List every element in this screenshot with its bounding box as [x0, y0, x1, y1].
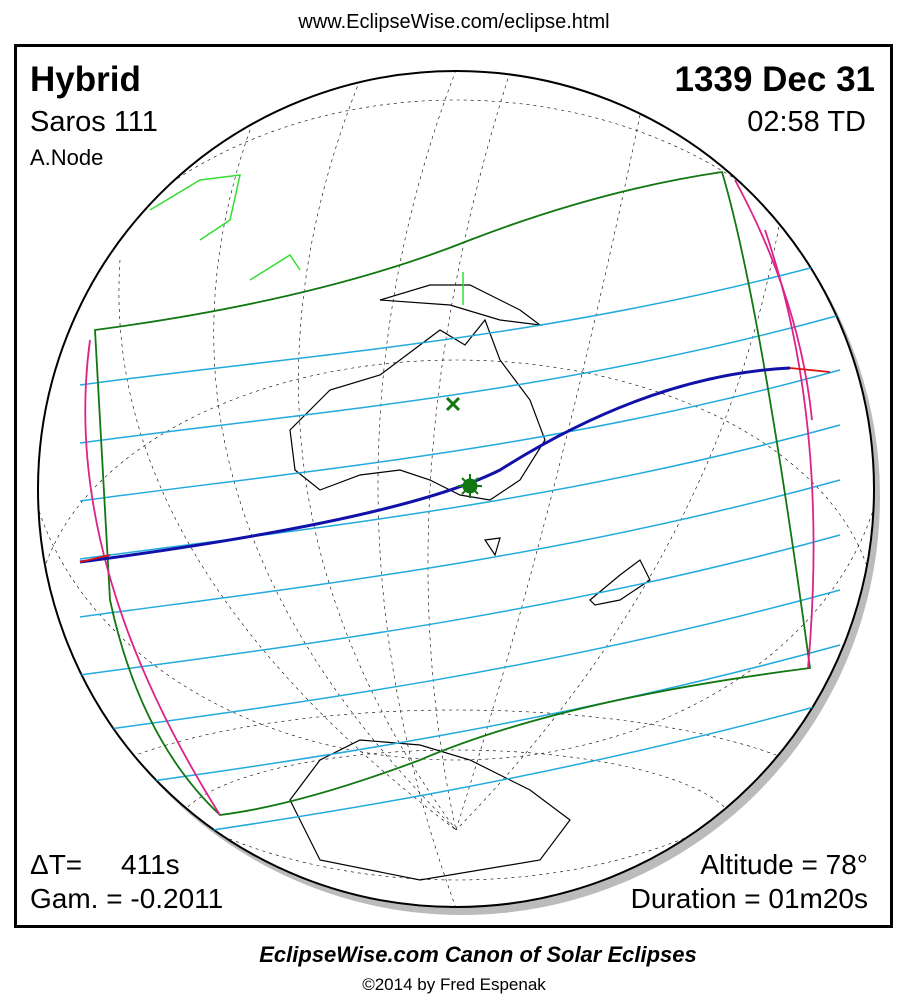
contour-line	[79, 534, 841, 676]
contour-line	[79, 314, 841, 444]
coastlines	[289, 284, 651, 881]
delta-t-value: 411s	[121, 849, 180, 880]
delta-t-label: ΔT=	[30, 849, 82, 880]
copyright: ©2014 by Fred Espenak	[362, 975, 546, 994]
contour-line	[79, 479, 841, 618]
url: www.EclipseWise.com/eclipse.html	[297, 11, 609, 33]
markers	[445, 396, 482, 498]
frame	[14, 44, 893, 928]
time: 02:58 TD	[747, 106, 866, 138]
saros: Saros 111	[30, 106, 158, 138]
eclipse-type: Hybrid	[30, 60, 141, 99]
altitude: Altitude = 78°	[700, 849, 868, 880]
date: 1339 Dec 31	[675, 60, 875, 99]
contour-lines	[79, 259, 841, 850]
contour-line	[79, 369, 841, 502]
gamma: Gam. = -0.2011	[30, 883, 223, 914]
contour-line	[79, 259, 841, 386]
duration: Duration = 01m20s	[631, 883, 868, 914]
contour-line	[79, 424, 841, 560]
footer-title: EclipseWise.com Canon of Solar Eclipses	[259, 942, 697, 967]
contour-line	[79, 644, 841, 792]
node: A.Node	[30, 145, 103, 170]
path-limits	[79, 170, 831, 816]
contour-line	[79, 589, 841, 734]
